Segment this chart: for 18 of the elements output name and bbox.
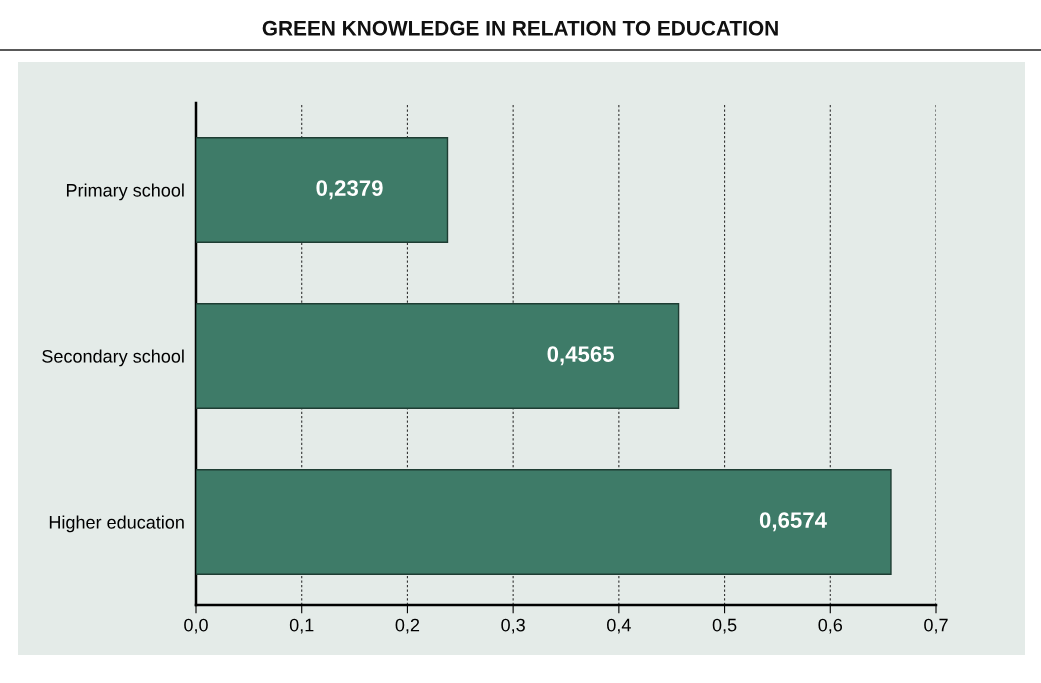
y-tick-label: Higher education — [49, 515, 184, 533]
y-tick-label: Secondary school — [42, 349, 184, 367]
chart-title: GREEN KNOWLEDGE IN RELATION TO EDUCATION — [262, 20, 778, 36]
x-tick-label: 0,7 — [924, 618, 948, 634]
x-tick-label: 0,1 — [289, 618, 314, 634]
x-tick-label: 0,2 — [395, 618, 420, 634]
x-tick-label: 0,4 — [607, 618, 631, 634]
x-tick-label: 0,0 — [184, 618, 208, 634]
x-tick-label: 0,3 — [501, 618, 525, 634]
bar — [196, 469, 892, 575]
bar — [196, 303, 680, 409]
data-label: 0,6574 — [759, 512, 827, 532]
data-label: 0,2379 — [316, 180, 383, 200]
bar — [196, 137, 449, 243]
data-label: 0,4565 — [547, 346, 614, 366]
x-tick-label: 0,5 — [712, 618, 737, 634]
y-tick-label: Primary school — [66, 183, 184, 201]
x-tick-label: 0,6 — [818, 618, 843, 634]
